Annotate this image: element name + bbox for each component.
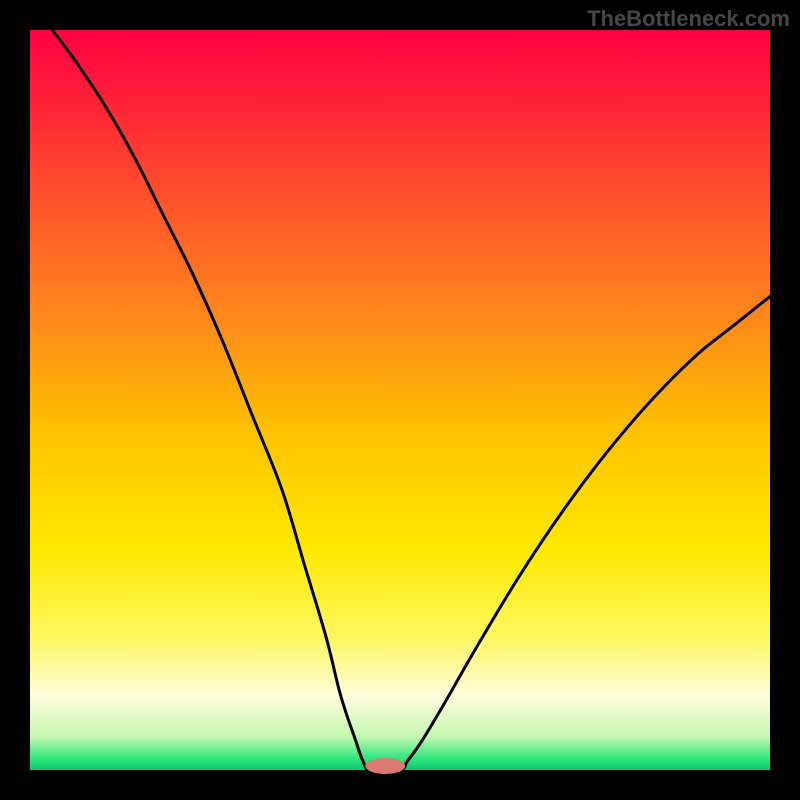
bottleneck-chart: TheBottleneck.com: [0, 0, 800, 800]
chart-plot-background: [30, 30, 770, 770]
minimum-marker: [365, 758, 405, 774]
chart-svg: [0, 0, 800, 800]
watermark-label: TheBottleneck.com: [587, 6, 790, 32]
